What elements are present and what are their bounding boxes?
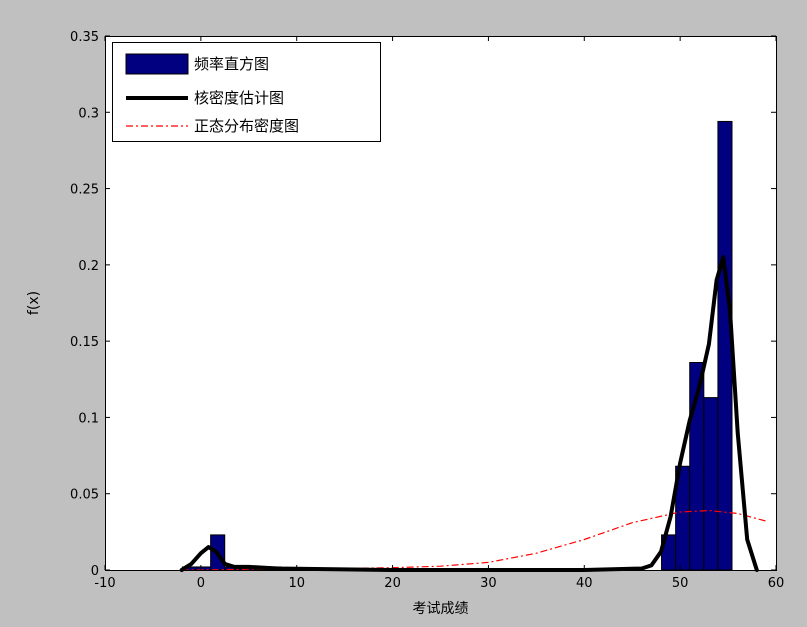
x-tick-label-5: 40 (576, 576, 593, 591)
y-tick-label-4: 0.2 (78, 259, 99, 274)
legend-swatch-histogram (125, 53, 189, 75)
y-tick-label-6: 0.3 (78, 106, 99, 121)
histogram-bar-11 (717, 120, 733, 571)
y-tick-label-2: 0.1 (78, 411, 99, 426)
y-tick-label-1: 0.05 (70, 488, 99, 503)
legend: 频率直方图 核密度估计图 正态分布密度图 (112, 42, 381, 142)
y-tick-label-3: 0.15 (70, 335, 99, 350)
y-axis-ticks: 0 0.05 0.1 0.15 0.2 0.25 0.3 0.35 (70, 30, 776, 579)
x-tick-label-4: 30 (480, 576, 497, 591)
x-tick-label-1: 0 (197, 576, 205, 591)
y-tick-label-5: 0.25 (70, 183, 99, 198)
legend-label-kde: 核密度估计图 (194, 89, 284, 107)
plot-frame (105, 36, 777, 571)
legend-label-histogram: 频率直方图 (194, 55, 269, 73)
y-tick-label-7: 0.35 (70, 30, 99, 45)
legend-label-normal: 正态分布密度图 (194, 117, 299, 135)
normal-density-line (181, 509, 767, 571)
kde-line (179, 255, 759, 572)
x-tick-label-2: 10 (288, 576, 305, 591)
x-tick-label-3: 20 (384, 576, 401, 591)
y-axis-title: f(x) (26, 291, 42, 315)
x-tick-label-6: 50 (672, 576, 689, 591)
y-tick-label-0: 0 (91, 564, 99, 579)
density-lines (179, 255, 767, 572)
x-tick-label-0: -10 (94, 576, 115, 591)
x-axis-title: 考试成绩 (413, 601, 469, 617)
x-axis-ticks: -10 0 10 20 30 40 50 60 (94, 36, 784, 591)
histogram-bar-10 (703, 397, 719, 571)
x-tick-label-7: 60 (768, 576, 785, 591)
